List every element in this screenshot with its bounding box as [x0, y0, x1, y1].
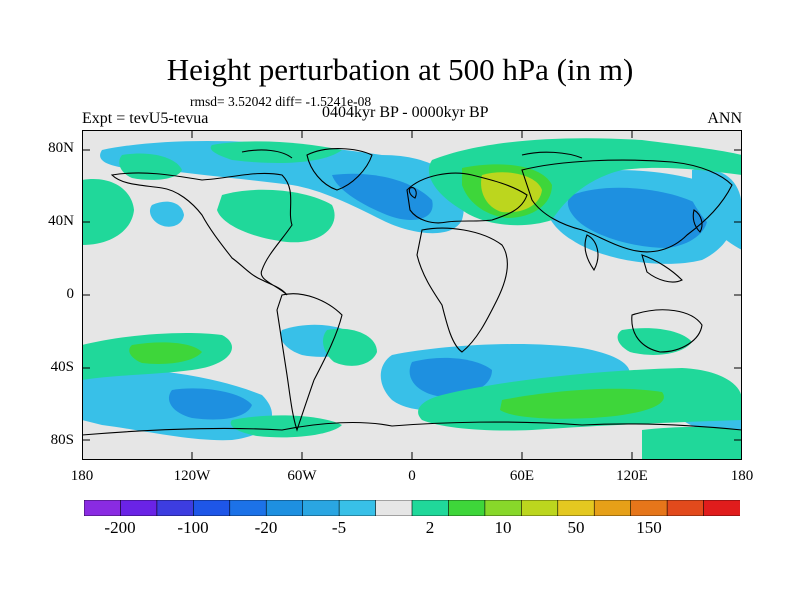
- colorbar-label: -20: [254, 518, 278, 537]
- colorbar-swatch: [193, 500, 231, 516]
- map-border: [82, 130, 742, 460]
- colorbar-swatch: [521, 500, 559, 516]
- north-atlantic-low: [100, 140, 464, 234]
- coast-europe: [406, 172, 528, 224]
- coast-japan: [692, 209, 703, 233]
- colorbar-swatch: [448, 500, 486, 516]
- x-tick-label: 60W: [287, 468, 317, 484]
- arctic-canada-high: [210, 141, 342, 163]
- colorbar-label: 150: [636, 518, 662, 537]
- antarctic-high-east: [642, 426, 742, 460]
- colorbar-swatch: [120, 500, 158, 516]
- coast-uk: [408, 187, 417, 199]
- coastlines: [82, 148, 742, 436]
- y-tick-label: 80N: [48, 140, 74, 156]
- coast-arctic-islands: [241, 149, 583, 159]
- y-tick-label: 40N: [48, 213, 74, 229]
- plot-title: Height perturbation at 500 hPa (in m): [166, 52, 634, 87]
- coast-asia: [521, 159, 733, 253]
- colorbar: [84, 500, 740, 516]
- colorbar-swatch: [703, 500, 740, 516]
- southern-ocean-low-central-core: [409, 357, 492, 397]
- colorbar-swatch: [411, 500, 450, 516]
- y-tick-label: 0: [66, 286, 75, 302]
- y-tick-label: 80S: [50, 432, 74, 448]
- coast-india: [584, 234, 599, 272]
- x-tick-label: 120W: [173, 468, 211, 484]
- north-atlantic-low-core: [332, 173, 433, 220]
- east-pacific-north-low: [149, 201, 184, 227]
- colorbar-swatch: [265, 500, 304, 516]
- south-pacific-high-core: [129, 342, 202, 364]
- australia-south-high: [617, 328, 692, 355]
- colorbar-swatch: [484, 500, 523, 516]
- x-tick-label: 60E: [509, 468, 535, 484]
- colorbar-label: 2: [425, 518, 435, 537]
- x-tick-label: 0: [408, 468, 416, 484]
- rmsd-diff-stats: rmsd= 3.52042 diff= -1.5241e-08: [190, 94, 372, 109]
- colorbar-swatch: [302, 500, 340, 516]
- colorbar-label: -200: [104, 518, 136, 537]
- north-pacific-low-core: [567, 187, 708, 248]
- coast-greenland: [306, 148, 373, 191]
- north-america-high: [217, 189, 335, 243]
- colorbar-label: -5: [331, 518, 347, 537]
- coast-south-america: [276, 293, 343, 432]
- coast-africa: [416, 227, 508, 353]
- map-ticks: [82, 130, 742, 460]
- southern-ocean-high-core: [500, 388, 664, 419]
- coast-australia: [631, 309, 703, 353]
- southern-ocean-low-west-core: [168, 388, 252, 420]
- north-pacific-west-high: [82, 179, 134, 245]
- y-tick-label: 40S: [50, 359, 74, 375]
- antarctic-high-west: [230, 415, 342, 438]
- coast-antarctica: [82, 421, 742, 436]
- eurasia-high-core: [481, 172, 542, 213]
- colorbar-label: 10: [494, 518, 512, 537]
- x-tick-label: 180: [730, 468, 754, 484]
- colorbar-swatch: [593, 500, 632, 516]
- colorbar-swatch: [666, 500, 705, 516]
- experiment-label: Expt = tevU5-tevua: [82, 110, 209, 127]
- colorbar-swatch: [630, 500, 668, 516]
- coast-se-asia: [641, 254, 683, 283]
- colorbar-label: -100: [177, 518, 209, 537]
- colorbar-label: 50: [567, 518, 585, 537]
- height-perturbation-map: [82, 130, 742, 460]
- colorbar-swatch: [229, 500, 268, 516]
- period-label: 0404kyr BP - 0000kyr BP: [322, 104, 489, 121]
- coast-north-america: [110, 172, 293, 296]
- south-atlantic-high: [322, 328, 377, 366]
- x-tick-label: 120E: [616, 468, 648, 484]
- colorbar-swatch: [375, 500, 413, 516]
- season-label: ANN: [707, 110, 742, 127]
- colorbar-swatch: [338, 500, 377, 516]
- colorbar-swatch: [84, 500, 122, 516]
- x-tick-label: 180: [70, 468, 94, 484]
- colorbar-swatch: [156, 500, 195, 516]
- colorbar-swatch: [557, 500, 596, 516]
